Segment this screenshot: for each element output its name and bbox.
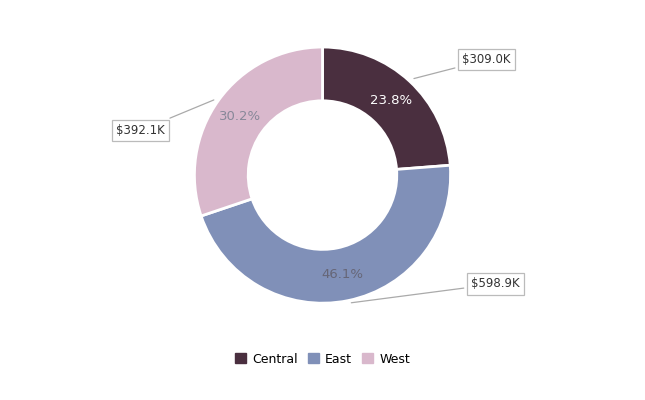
Text: $392.1K: $392.1K	[116, 100, 214, 137]
Text: $309.0K: $309.0K	[414, 53, 511, 78]
Text: 23.8%: 23.8%	[370, 94, 412, 107]
Text: $598.9K: $598.9K	[352, 278, 520, 303]
Wedge shape	[194, 47, 322, 216]
Wedge shape	[201, 165, 451, 303]
Legend: Central, East, West: Central, East, West	[230, 348, 415, 370]
Text: 46.1%: 46.1%	[322, 268, 364, 281]
Wedge shape	[322, 47, 450, 169]
Text: 30.2%: 30.2%	[219, 110, 261, 122]
